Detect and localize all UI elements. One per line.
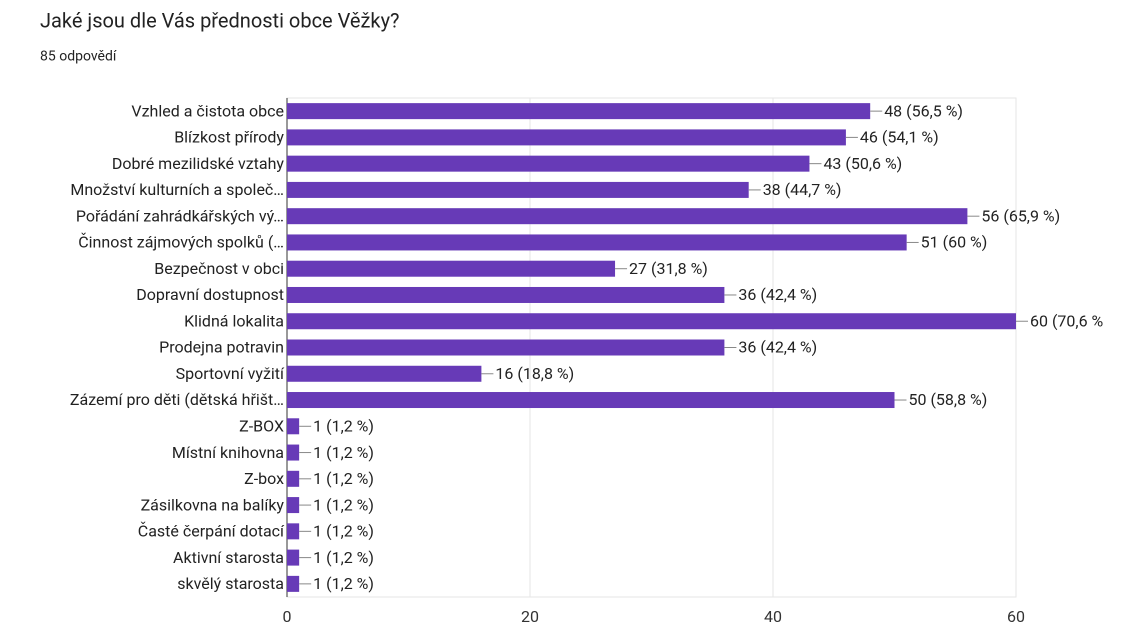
value-label: 56 (65,9 %) [981, 206, 1060, 225]
category-label: Blízkost přírody [174, 128, 284, 147]
category-label: Zázemí pro děti (dětská hřišt… [70, 390, 284, 409]
category-label: Sportovní vyžití [176, 364, 285, 383]
bar [287, 234, 907, 251]
bar [287, 286, 725, 303]
value-label: 36 (42,4 %) [738, 285, 817, 304]
bar [287, 523, 300, 540]
x-tick-label: 20 [521, 607, 539, 626]
category-label: Množství kulturních a společ… [70, 180, 284, 199]
x-tick-label: 40 [764, 607, 782, 626]
value-label: 43 (50,6 %) [823, 154, 902, 173]
category-label: Aktivní starosta [173, 548, 284, 567]
category-label: Klidná lokalita [184, 311, 284, 330]
bar [287, 313, 1016, 330]
category-label: Dopravní dostupnost [136, 285, 284, 304]
bar [287, 444, 300, 461]
bar [287, 392, 895, 409]
category-label: Časté čerpání dotací [138, 521, 285, 541]
category-label: Z-box [244, 469, 284, 488]
value-label: 50 (58,8 %) [909, 390, 988, 409]
category-label: Vzhled a čistota obce [131, 101, 284, 120]
value-label: 16 (18,8 %) [495, 364, 574, 383]
chart-subtitle: 85 odpovědí [40, 49, 117, 65]
bar [287, 103, 871, 120]
value-label: 60 (70,6 % [1030, 311, 1104, 330]
value-label: 1 (1,2 %) [313, 548, 374, 567]
value-label: 48 (56,5 %) [884, 101, 963, 120]
bar [287, 418, 300, 435]
bar [287, 260, 616, 277]
category-label: Místní knihovna [172, 443, 284, 462]
bar [287, 208, 968, 225]
bar [287, 549, 300, 566]
bar [287, 181, 749, 198]
category-label: Prodejna potravin [159, 338, 284, 357]
value-label: 38 (44,7 %) [763, 180, 842, 199]
value-label: 1 (1,2 %) [313, 522, 374, 541]
category-label: Zásilkovna na balíky [141, 495, 285, 514]
category-label: Bezpečnost v obci [154, 259, 284, 278]
bar [287, 497, 300, 514]
bar [287, 365, 482, 382]
value-label: 1 (1,2 %) [313, 443, 374, 462]
value-label: 1 (1,2 %) [313, 469, 374, 488]
x-tick-label: 60 [1007, 607, 1025, 626]
chart-title: Jaké jsou dle Vás přednosti obce Věžky? [40, 8, 399, 32]
category-label: Dobré mezilidské vztahy [112, 154, 285, 173]
value-label: 51 (60 %) [921, 233, 988, 252]
bar [287, 129, 846, 146]
value-label: 1 (1,2 %) [313, 574, 374, 593]
category-label: Činnost zájmových spolků (… [78, 232, 284, 252]
value-label: 27 (31,8 %) [629, 259, 708, 278]
value-label: 46 (54,1 %) [860, 128, 939, 147]
bar [287, 339, 725, 356]
value-label: 1 (1,2 %) [313, 417, 374, 436]
bar [287, 470, 300, 487]
bar [287, 575, 300, 592]
category-label: Z-BOX [239, 417, 284, 436]
value-label: 1 (1,2 %) [313, 495, 374, 514]
category-label: Pořádání zahrádkářských vý… [76, 206, 284, 225]
bar [287, 155, 810, 172]
x-tick-label: 0 [283, 607, 292, 626]
value-label: 36 (42,4 %) [738, 338, 817, 357]
category-label: skvělý starosta [177, 574, 284, 593]
